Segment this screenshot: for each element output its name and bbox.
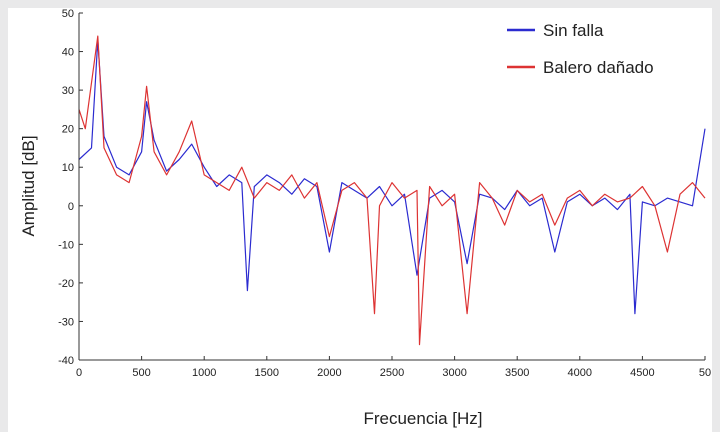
legend: Sin falla Balero dañado bbox=[507, 21, 654, 77]
x-tick-label: 500 bbox=[132, 367, 150, 379]
chart-figure: 0 500 1000 1500 2000 2500 3000 3500 4000 4500 50 50… bbox=[8, 8, 712, 432]
x-tick-label: 2500 bbox=[380, 367, 404, 379]
legend-entry: Balero dañado bbox=[543, 58, 654, 77]
series-line-sin-falla bbox=[78, 39, 706, 315]
y-tick-label: -30 bbox=[58, 316, 74, 328]
y-tick-label: -10 bbox=[58, 239, 74, 251]
y-tick-label: 30 bbox=[62, 85, 74, 97]
series-layer bbox=[78, 35, 706, 346]
y-axis-label: Amplitud [dB] bbox=[19, 135, 38, 236]
y-tick-label: -40 bbox=[58, 355, 74, 367]
x-tick-label: 1000 bbox=[192, 367, 216, 379]
x-tick-label: 4000 bbox=[568, 367, 592, 379]
x-tick-label: 2000 bbox=[317, 367, 341, 379]
y-tick-label: 20 bbox=[62, 124, 74, 136]
x-tick-label: 1500 bbox=[255, 367, 279, 379]
x-tick-label: 0 bbox=[76, 367, 82, 379]
axis-layer: 0 500 1000 1500 2000 2500 3000 3500 4000 4500 5050… bbox=[58, 8, 711, 379]
y-tick-label: 0 bbox=[68, 201, 74, 213]
series-line-balero-danado bbox=[78, 35, 706, 346]
x-tick-label: 50 bbox=[699, 367, 711, 379]
legend-entry: Sin falla bbox=[543, 21, 604, 40]
y-tick-label: 50 bbox=[62, 8, 74, 20]
y-tick-label: -20 bbox=[58, 278, 74, 290]
x-tick-label: 3000 bbox=[442, 367, 466, 379]
chart-svg: 0 500 1000 1500 2000 2500 3000 3500 4000 4500 5050… bbox=[19, 8, 711, 428]
y-tick-label: 40 bbox=[62, 47, 74, 59]
x-axis-label: Frecuencia [Hz] bbox=[363, 409, 482, 428]
x-tick-label: 3500 bbox=[505, 367, 529, 379]
x-tick-label: 4500 bbox=[630, 367, 654, 379]
y-tick-label: 10 bbox=[62, 162, 74, 174]
